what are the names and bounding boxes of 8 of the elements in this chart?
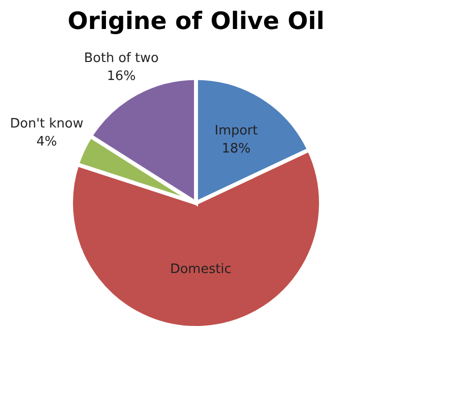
chart-title: Origine of Olive Oil — [68, 7, 324, 35]
slice-label: Domestic — [170, 262, 232, 277]
data-label: 16% — [106, 69, 136, 84]
slice-label: Import — [214, 124, 258, 139]
data-label: 4% — [36, 134, 58, 150]
slice-label: Don't know — [10, 116, 84, 132]
data-label: 18% — [222, 142, 251, 157]
slice-label: Both of two — [84, 51, 159, 66]
